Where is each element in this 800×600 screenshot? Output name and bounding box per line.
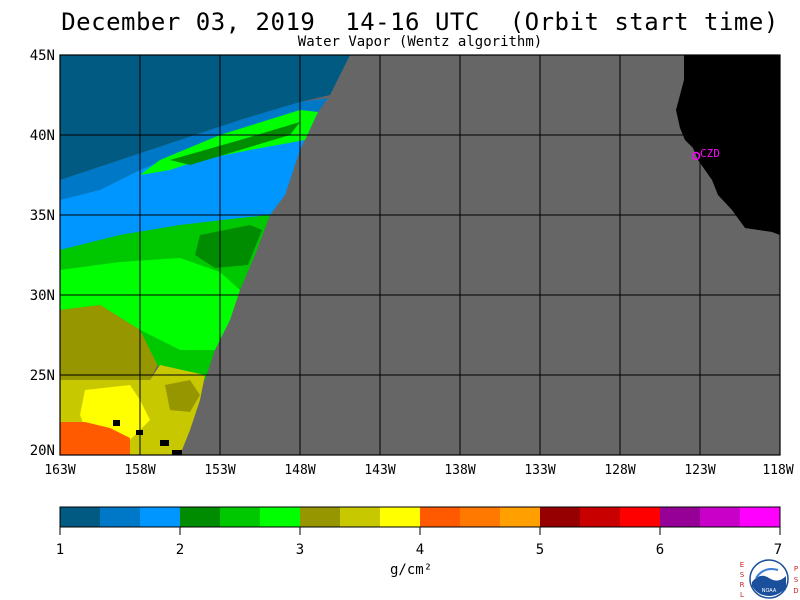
colorbar-units-label: g/cm² [390, 562, 433, 578]
colorbar-tick-labels: 1 2 3 4 5 6 7 [56, 542, 782, 558]
colorbar-tick-label: 7 [774, 542, 782, 558]
noaa-logo-text: NOAA [762, 588, 777, 594]
colorbar-swatch [340, 507, 381, 527]
colorbar-swatch [660, 507, 701, 527]
colorbar-tick-label: 5 [536, 542, 544, 558]
colorbar [60, 507, 781, 527]
colorbar-swatch [100, 507, 141, 527]
latitude-labels: 45N 40N 35N 30N 25N 20N [30, 48, 55, 459]
lat-label: 40N [30, 128, 55, 144]
colorbar-swatch [260, 507, 301, 527]
logo-letter: L [740, 591, 744, 599]
lon-label: 153W [204, 463, 235, 478]
logo-letter: S [794, 576, 799, 584]
colorbar-tick-label: 2 [176, 542, 184, 558]
colorbar-tick-label: 3 [296, 542, 304, 558]
land-north-america [676, 55, 780, 235]
colorbar-swatch [500, 507, 541, 527]
vapor-band-olive-ring [165, 380, 200, 412]
longitude-labels: 163W 158W 153W 148W 143W 138W 133W 128W … [44, 463, 793, 478]
colorbar-swatch [60, 507, 101, 527]
logo-letter: R [740, 581, 745, 589]
colorbar-ticks [59, 527, 781, 535]
colorbar-swatch [580, 507, 621, 527]
lat-label: 25N [30, 368, 55, 384]
colorbar-tick-label: 6 [656, 542, 664, 558]
map-subtitle: Water Vapor (Wentz algorithm) [297, 34, 543, 50]
lat-label: 45N [30, 48, 55, 64]
colorbar-swatch [140, 507, 181, 527]
lon-label: 123W [684, 463, 715, 478]
hawaii-island-maui [160, 440, 169, 446]
colorbar-swatch [180, 507, 221, 527]
vapor-band-olive [60, 305, 160, 380]
colorbar-swatch [540, 507, 581, 527]
colorbar-swatch [740, 507, 781, 527]
lon-label: 163W [44, 463, 75, 478]
colorbar-swatch [700, 507, 741, 527]
map-grid [60, 55, 780, 455]
colorbar-swatch [300, 507, 341, 527]
lat-label: 20N [30, 443, 55, 459]
lon-label: 133W [524, 463, 555, 478]
noaa-wave-icon [752, 575, 786, 596]
lon-label: 118W [762, 463, 793, 478]
vapor-band-dark-blue [60, 55, 350, 180]
lon-label: 143W [364, 463, 395, 478]
lon-label: 148W [284, 463, 315, 478]
station-marker-icon [691, 151, 701, 161]
logo-letter: S [740, 571, 745, 579]
noaa-esrl-psd-logo: E S R L P S D NOAA [740, 559, 799, 599]
colorbar-swatch [380, 507, 421, 527]
colorbar-tick-label: 4 [416, 542, 424, 558]
colorbar-swatch [420, 507, 461, 527]
hawaii-island-big-island [172, 450, 182, 455]
logo-letter: P [794, 565, 798, 573]
lon-label: 128W [604, 463, 635, 478]
vapor-band-bright-green [60, 258, 240, 350]
lat-label: 35N [30, 208, 55, 224]
lon-label: 138W [444, 463, 475, 478]
map-frame [59, 54, 781, 456]
colorbar-swatch [460, 507, 501, 527]
vapor-band-dark-green-1 [170, 122, 300, 165]
station-label: CZD [700, 147, 720, 160]
noaa-bird-icon [755, 568, 779, 579]
colorbar-tick-label: 1 [56, 542, 64, 558]
colorbar-swatch [220, 507, 261, 527]
lat-label: 30N [30, 288, 55, 304]
map-title: December 03, 2019 14-16 UTC (Orbit start… [61, 8, 779, 36]
lon-label: 158W [124, 463, 155, 478]
map-plot-area [60, 55, 780, 455]
colorbar-swatch [620, 507, 661, 527]
logo-letter: E [740, 561, 744, 569]
hawaii-island-kauai [113, 420, 120, 426]
vapor-band-dark-green-2 [195, 225, 262, 268]
vapor-band-orange [60, 422, 130, 455]
logo-letter: D [793, 587, 798, 595]
